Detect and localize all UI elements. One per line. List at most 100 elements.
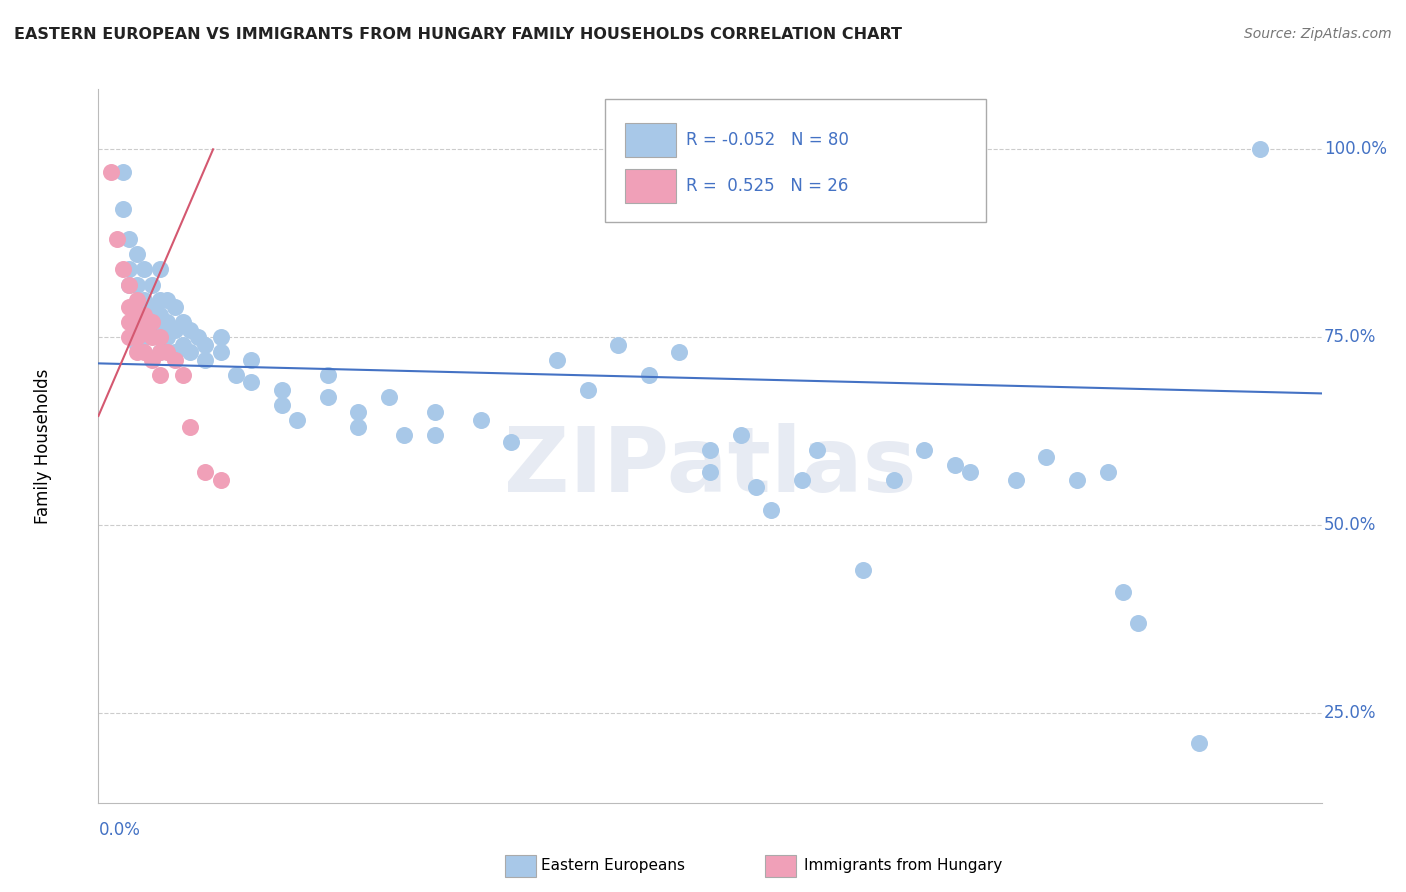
Point bbox=[1035, 450, 1057, 465]
Point bbox=[270, 398, 292, 412]
Text: Immigrants from Hungary: Immigrants from Hungary bbox=[804, 858, 1002, 872]
Point bbox=[1066, 473, 1088, 487]
Point bbox=[125, 293, 148, 307]
Text: Source: ZipAtlas.com: Source: ZipAtlas.com bbox=[1244, 27, 1392, 41]
Point bbox=[912, 442, 935, 457]
Point bbox=[270, 383, 292, 397]
Point bbox=[163, 300, 186, 314]
Point bbox=[172, 337, 194, 351]
Point bbox=[134, 330, 156, 344]
Point bbox=[285, 413, 308, 427]
Text: 0.0%: 0.0% bbox=[98, 821, 141, 838]
Point bbox=[637, 368, 661, 382]
Point bbox=[546, 352, 568, 367]
Point bbox=[316, 368, 339, 382]
Point bbox=[699, 465, 721, 479]
Point bbox=[240, 352, 263, 367]
Point bbox=[156, 315, 179, 329]
Text: R = -0.052   N = 80: R = -0.052 N = 80 bbox=[686, 131, 848, 149]
Point bbox=[156, 330, 179, 344]
Point bbox=[134, 308, 156, 322]
Point bbox=[141, 330, 163, 344]
Point bbox=[1128, 615, 1150, 630]
Point bbox=[1249, 142, 1271, 156]
Point bbox=[240, 375, 263, 389]
Point bbox=[118, 232, 141, 246]
Text: R =  0.525   N = 26: R = 0.525 N = 26 bbox=[686, 177, 848, 194]
Point bbox=[149, 308, 172, 322]
Point bbox=[149, 322, 172, 336]
Point bbox=[730, 427, 752, 442]
Point bbox=[943, 458, 966, 472]
Point bbox=[141, 352, 163, 367]
Point bbox=[759, 503, 782, 517]
Point bbox=[194, 465, 217, 479]
Point bbox=[347, 405, 370, 419]
Point bbox=[883, 473, 905, 487]
Point bbox=[125, 345, 148, 359]
Point bbox=[423, 427, 446, 442]
Point bbox=[1004, 473, 1026, 487]
Text: EASTERN EUROPEAN VS IMMIGRANTS FROM HUNGARY FAMILY HOUSEHOLDS CORRELATION CHART: EASTERN EUROPEAN VS IMMIGRANTS FROM HUNG… bbox=[14, 27, 903, 42]
Point bbox=[745, 480, 768, 494]
Point bbox=[209, 330, 232, 344]
Point bbox=[179, 345, 201, 359]
Point bbox=[118, 277, 141, 292]
Point bbox=[179, 322, 201, 336]
Point bbox=[194, 337, 217, 351]
Point bbox=[163, 345, 186, 359]
Point bbox=[423, 405, 446, 419]
Point bbox=[134, 293, 156, 307]
Point bbox=[149, 262, 172, 277]
Point bbox=[392, 427, 416, 442]
Point bbox=[194, 352, 217, 367]
Point bbox=[806, 442, 828, 457]
Point bbox=[125, 322, 148, 336]
Point bbox=[118, 315, 141, 329]
Point bbox=[1112, 585, 1135, 599]
Point bbox=[179, 420, 201, 434]
Point bbox=[125, 337, 148, 351]
Point bbox=[134, 262, 156, 277]
Text: Eastern Europeans: Eastern Europeans bbox=[541, 858, 685, 872]
Point bbox=[209, 473, 232, 487]
Text: ZIPatlas: ZIPatlas bbox=[503, 424, 917, 511]
Point bbox=[699, 442, 721, 457]
Point bbox=[149, 330, 172, 344]
Point bbox=[111, 202, 134, 217]
Point bbox=[134, 345, 156, 359]
Point bbox=[470, 413, 492, 427]
Point bbox=[163, 322, 186, 336]
Point bbox=[141, 300, 163, 314]
Point bbox=[141, 277, 163, 292]
Point bbox=[125, 247, 148, 261]
Point bbox=[105, 232, 128, 246]
Point bbox=[607, 337, 630, 351]
Point bbox=[125, 330, 148, 344]
Point bbox=[134, 322, 156, 336]
Text: Family Households: Family Households bbox=[34, 368, 52, 524]
Point bbox=[149, 345, 172, 359]
Point bbox=[149, 368, 172, 382]
Point bbox=[156, 345, 179, 359]
Point bbox=[172, 368, 194, 382]
Point bbox=[187, 330, 209, 344]
Point bbox=[100, 165, 122, 179]
Text: 25.0%: 25.0% bbox=[1324, 704, 1376, 722]
Point bbox=[852, 563, 875, 577]
Text: 50.0%: 50.0% bbox=[1324, 516, 1376, 534]
Point bbox=[141, 322, 163, 336]
Point bbox=[959, 465, 981, 479]
Point bbox=[118, 330, 141, 344]
Point bbox=[118, 300, 141, 314]
Point bbox=[209, 345, 232, 359]
Point bbox=[501, 435, 523, 450]
Point bbox=[172, 315, 194, 329]
Point bbox=[1188, 736, 1211, 750]
Point bbox=[149, 293, 172, 307]
Text: 75.0%: 75.0% bbox=[1324, 328, 1376, 346]
Point bbox=[118, 277, 141, 292]
Point bbox=[118, 262, 141, 277]
Point bbox=[141, 315, 163, 329]
Point bbox=[111, 165, 134, 179]
